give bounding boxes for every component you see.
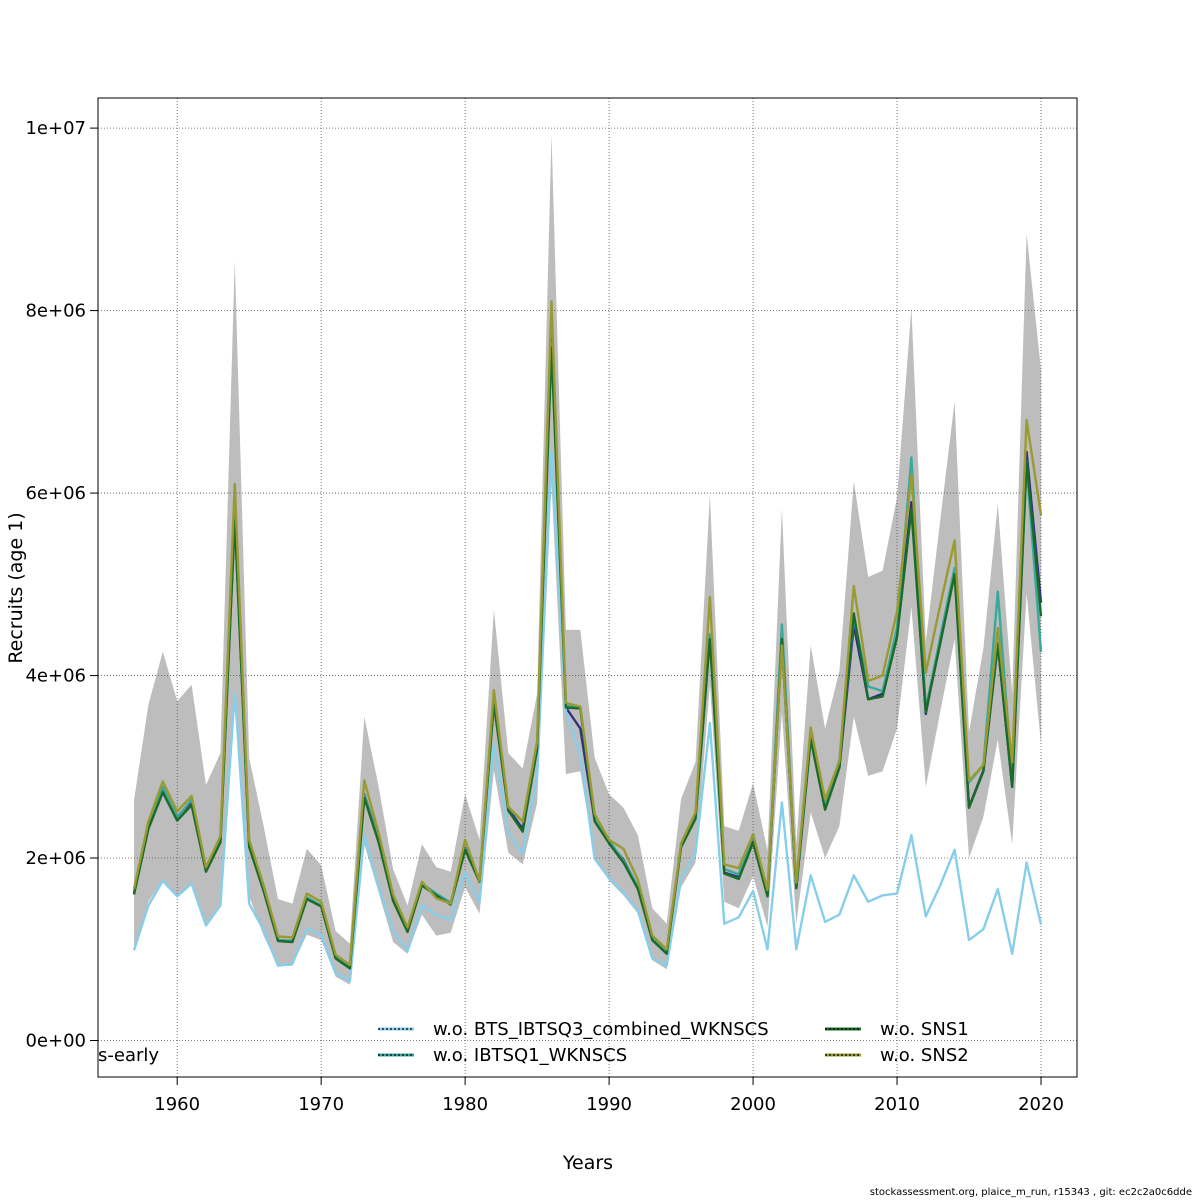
corner-label: s-early [98,1045,159,1066]
x-tick-label: 2000 [730,1094,776,1115]
series-line-4 [132,300,1043,966]
x-axis-title: Years [562,1152,613,1174]
legend-label: w.o. SNS2 [880,1045,969,1066]
x-tick-label: 1980 [442,1094,488,1115]
y-tick-label: 8e+06 [25,301,86,322]
y-axis: 0e+00 2e+06 4e+06 6e+06 8e+06 1e+07 [25,118,98,1052]
series-line-1 [132,450,1043,983]
x-axis: 1960 1970 1980 1990 2000 2010 2020 [154,1077,1064,1115]
y-axis-title: Recruits (age 1) [5,512,27,663]
legend-label: w.o. IBTSQ1_WKNSCS [433,1045,627,1066]
y-tick-label: 1e+07 [25,118,86,139]
legend: w.o. BTS_IBTSQ3_combined_WKNSCS w.o. IBTS… [378,1019,969,1066]
plot-frame [97,97,1078,1078]
y-tick-label: 6e+06 [25,483,86,504]
series-layer [132,300,1043,983]
y-tick-label: 2e+06 [25,848,86,869]
x-tick-label: 1970 [298,1094,344,1115]
x-tick-label: 1990 [586,1094,632,1115]
x-tick-label: 2020 [1018,1094,1064,1115]
x-tick-label: 2010 [874,1094,920,1115]
y-tick-label: 0e+00 [25,1031,86,1052]
footer-credit: stockassessment.org, plaice_m_run, r1534… [869,1187,1192,1198]
x-tick-label: 1960 [154,1094,200,1115]
legend-label: w.o. BTS_IBTSQ3_combined_WKNSCS [433,1019,769,1040]
grid-layer [98,98,1077,1077]
confidence-band-layer [134,134,1041,985]
legend-label: w.o. SNS1 [880,1019,969,1040]
confidence-band [134,134,1041,985]
y-tick-label: 4e+06 [25,666,86,687]
